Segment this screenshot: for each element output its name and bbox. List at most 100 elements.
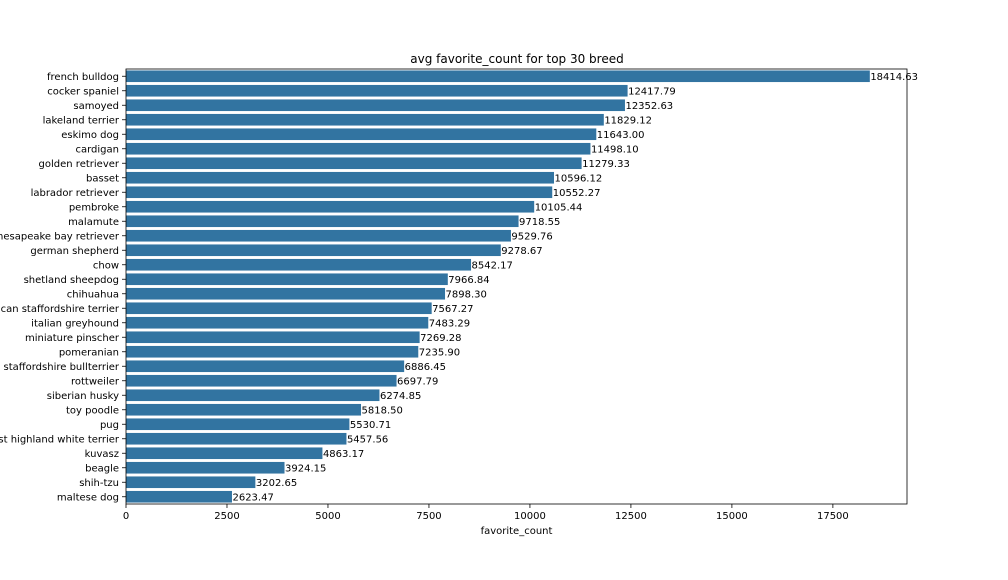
bar-pembroke	[126, 200, 535, 213]
y-tick-label: pembroke	[69, 202, 119, 213]
bar-malamute	[126, 215, 519, 228]
x-tick-label: 5000	[315, 511, 340, 522]
x-tick-label: 15000	[716, 511, 748, 522]
value-label: 5818.50	[362, 405, 403, 416]
y-tick-label: pug	[100, 420, 119, 431]
x-tick-label: 7500	[416, 511, 441, 522]
y-tick-label: pomeranian	[59, 347, 119, 358]
y-tick-label: american staffordshire terrier	[0, 304, 120, 315]
value-label: 5530.71	[350, 420, 391, 431]
bars-layer	[126, 70, 870, 503]
y-tick-label: shetland sheepdog	[24, 275, 119, 286]
y-tick-label: german shepherd	[30, 246, 119, 257]
y-tick-label: italian greyhound	[31, 318, 119, 329]
y-tick-label: kuvasz	[85, 449, 119, 460]
value-labels: 18414.63 12417.79 12352.63 11829.12 11643.00…	[232, 72, 918, 504]
category-labels: french bulldog cocker spaniel samoyed lakel…	[0, 72, 120, 504]
bar-french-bulldog	[126, 70, 870, 83]
y-tick-label: toy poodle	[66, 405, 119, 416]
y-tick-label: cardigan	[75, 144, 119, 155]
value-label: 10552.27	[553, 188, 601, 199]
value-label: 9718.55	[519, 217, 560, 228]
bar-kuvasz	[126, 447, 323, 460]
bar-pug	[126, 418, 350, 431]
y-tick-label: staffordshire bullterrier	[3, 362, 119, 373]
y-tick-label: west highland white terrier	[0, 434, 120, 445]
value-label: 11829.12	[604, 115, 652, 126]
y-tick-label: labrador retriever	[31, 188, 120, 199]
bar-italian-greyhound	[126, 316, 429, 329]
y-tick-label: miniature pinscher	[25, 333, 120, 344]
bar-siberian-husky	[126, 389, 380, 402]
bar-pomeranian	[126, 345, 419, 358]
bar-rottweiler	[126, 374, 397, 387]
value-label: 9529.76	[511, 231, 552, 242]
y-tick-label: lakeland terrier	[43, 115, 120, 126]
value-label: 12417.79	[628, 86, 676, 97]
value-label: 7269.28	[420, 333, 461, 344]
x-tick-label: 12500	[615, 511, 647, 522]
x-tick-label: 0	[123, 511, 129, 522]
value-label: 7483.29	[429, 318, 470, 329]
value-label: 7966.84	[448, 275, 489, 286]
x-tick-label: 10000	[514, 511, 546, 522]
bar-golden-retriever	[126, 157, 582, 170]
value-label: 18414.63	[870, 72, 918, 83]
value-label: 3924.15	[285, 463, 326, 474]
value-label: 10596.12	[555, 173, 603, 184]
value-label: 8542.17	[472, 260, 513, 271]
x-tick-label: 2500	[214, 511, 239, 522]
x-tick-label: 17500	[817, 511, 849, 522]
bar-maltese-dog	[126, 490, 232, 503]
bar-chesapeake-bay-retriever	[126, 229, 511, 242]
y-tick-label: french bulldog	[47, 72, 119, 83]
y-tick-label: basset	[86, 173, 119, 184]
value-label: 11279.33	[582, 159, 630, 170]
bar-staffordshire-bullterrier	[126, 360, 405, 373]
value-label: 3202.65	[256, 478, 297, 489]
y-tick-label: eskimo dog	[61, 130, 119, 141]
y-tick-label: siberian husky	[47, 391, 119, 402]
bar-eskimo-dog	[126, 128, 597, 141]
bar-lakeland-terrier	[126, 113, 604, 126]
value-label: 5457.56	[347, 434, 388, 445]
bar-cocker-spaniel	[126, 84, 628, 97]
value-label: 4863.17	[323, 449, 364, 460]
value-label: 11498.10	[591, 144, 639, 155]
bar-shetland-sheepdog	[126, 273, 448, 286]
y-tick-label: beagle	[85, 463, 119, 474]
y-tick-label: cocker spaniel	[47, 86, 119, 97]
y-tick-label: chihuahua	[67, 289, 119, 300]
bar-chihuahua	[126, 287, 446, 300]
x-axis: 0 2500 5000 7500 10000 12500 15000 17500	[123, 504, 849, 522]
y-tick-label: rottweiler	[71, 376, 120, 387]
value-label: 10105.44	[535, 202, 583, 213]
bar-toy-poodle	[126, 403, 362, 416]
y-tick-label: chow	[93, 260, 119, 271]
bar-american-staffordshire-terrier	[126, 302, 432, 315]
value-label: 6274.85	[380, 391, 421, 402]
value-label: 7898.30	[446, 289, 487, 300]
plot-frame	[125, 68, 908, 505]
y-axis	[122, 75, 126, 498]
bar-cardigan	[126, 142, 591, 155]
bar-basset	[126, 171, 555, 184]
value-label: 6697.79	[397, 376, 438, 387]
bar-shih-tzu	[126, 476, 256, 489]
bar-samoyed	[126, 99, 625, 112]
y-tick-label: malamute	[68, 217, 119, 228]
bar-chow	[126, 258, 472, 271]
chart-title: avg favorite_count for top 30 breed	[410, 52, 623, 66]
bar-beagle	[126, 461, 285, 474]
value-label: 11643.00	[597, 130, 645, 141]
x-axis-label: favorite_count	[481, 526, 553, 537]
value-label: 9278.67	[501, 246, 542, 257]
value-label: 2623.47	[232, 492, 273, 503]
y-tick-label: golden retriever	[39, 159, 120, 170]
y-tick-label: chesapeake bay retriever	[0, 231, 120, 242]
bar-miniature-pinscher	[126, 331, 420, 344]
bar-german-shepherd	[126, 244, 501, 257]
value-label: 6886.45	[405, 362, 446, 373]
